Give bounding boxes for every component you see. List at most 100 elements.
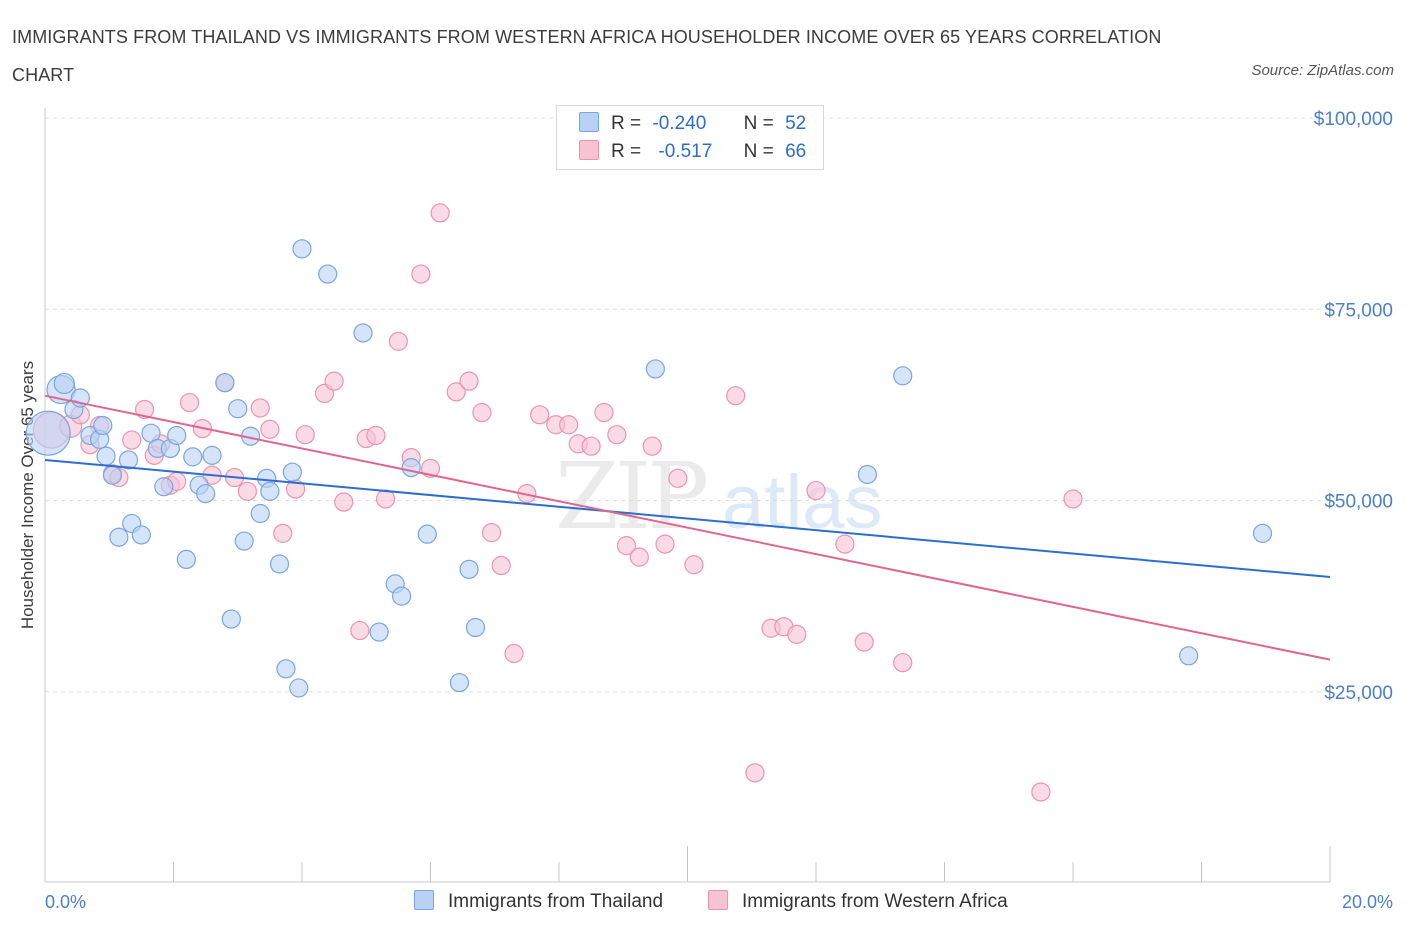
thailand-point-43[interactable] bbox=[417, 524, 437, 544]
western-africa-point-61[interactable] bbox=[806, 480, 826, 501]
western-africa-point-13[interactable] bbox=[179, 392, 200, 413]
legend-item-western-africa[interactable]: Immigrants from Western Africa bbox=[708, 890, 1008, 913]
thailand-point-36[interactable] bbox=[292, 239, 312, 259]
legend-n-label: N = bbox=[743, 141, 774, 162]
western-africa-point-21[interactable] bbox=[273, 523, 293, 543]
thailand-point-49[interactable] bbox=[893, 366, 913, 386]
thailand-point-13[interactable] bbox=[131, 525, 151, 545]
thailand-trend-line bbox=[44, 458, 1331, 578]
western-africa-point-20[interactable] bbox=[260, 419, 280, 439]
western-africa-point-64[interactable] bbox=[893, 653, 913, 673]
thailand-point-29[interactable] bbox=[250, 503, 270, 524]
thailand-point-42[interactable] bbox=[401, 458, 421, 478]
thailand-point-2[interactable] bbox=[53, 372, 75, 395]
western-africa-point-66[interactable] bbox=[1063, 489, 1083, 509]
western-africa-point-18[interactable] bbox=[237, 481, 257, 501]
thailand-point-34[interactable] bbox=[282, 462, 302, 482]
legend-r-label: R = bbox=[611, 113, 642, 134]
western-africa-point-56[interactable] bbox=[726, 386, 746, 406]
legend-item-thailand[interactable]: Immigrants from Thailand bbox=[414, 890, 663, 913]
thailand-point-16[interactable] bbox=[154, 477, 174, 497]
thailand-point-27[interactable] bbox=[234, 531, 254, 551]
legend-r-value-thailand: -0.240 bbox=[652, 113, 707, 134]
western-africa-point-8[interactable] bbox=[134, 399, 155, 420]
western-africa-point-27[interactable] bbox=[350, 620, 370, 641]
western-africa-point-49[interactable] bbox=[607, 425, 627, 445]
thailand-point-33[interactable] bbox=[276, 659, 296, 679]
thailand-point-26[interactable] bbox=[228, 399, 248, 419]
thailand-point-35[interactable] bbox=[289, 678, 309, 698]
western-africa-point-57[interactable] bbox=[745, 763, 765, 783]
legend-label-western-africa: Immigrants from Western Africa bbox=[742, 891, 1008, 912]
western-africa-point-23[interactable] bbox=[295, 425, 315, 445]
western-africa-point-62[interactable] bbox=[835, 534, 855, 554]
western-africa-point-63[interactable] bbox=[854, 632, 874, 652]
thailand-point-37[interactable] bbox=[318, 264, 338, 284]
western-africa-point-65[interactable] bbox=[1031, 782, 1051, 802]
thailand-point-50[interactable] bbox=[1179, 646, 1199, 666]
western-africa-point-38[interactable] bbox=[472, 402, 492, 423]
western-africa-point-55[interactable] bbox=[684, 555, 704, 575]
western-africa-point-54[interactable] bbox=[668, 468, 688, 488]
western-africa-point-36[interactable] bbox=[446, 382, 466, 402]
legend-row-thailand: R = -0.240 N = 52 bbox=[579, 112, 806, 140]
western-africa-point-37[interactable] bbox=[459, 371, 479, 391]
thailand-point-38[interactable] bbox=[353, 323, 373, 343]
western-africa-point-19[interactable] bbox=[250, 398, 270, 418]
thailand-point-39[interactable] bbox=[369, 622, 389, 642]
western-africa-point-51[interactable] bbox=[629, 547, 649, 567]
western-africa-point-26[interactable] bbox=[334, 492, 354, 512]
western-africa-point-41[interactable] bbox=[504, 643, 524, 664]
y-tick-labels: $100,000 $75,000 $50,000 $25,000 bbox=[1314, 109, 1393, 704]
western-africa-point-29[interactable] bbox=[366, 425, 386, 446]
source-label: Source: ZipAtlas.com bbox=[1251, 62, 1394, 79]
thailand-point-8[interactable] bbox=[96, 446, 116, 466]
thailand-point-0[interactable] bbox=[25, 410, 71, 456]
thailand-point-7[interactable] bbox=[93, 415, 113, 436]
thailand-point-25[interactable] bbox=[221, 609, 241, 629]
western-africa-point-40[interactable] bbox=[491, 555, 511, 576]
western-africa-point-48[interactable] bbox=[594, 402, 614, 423]
western-africa-point-43[interactable] bbox=[530, 405, 550, 425]
thailand-point-41[interactable] bbox=[391, 586, 412, 606]
western-africa-point-60[interactable] bbox=[787, 624, 807, 644]
thailand-point-46[interactable] bbox=[465, 617, 486, 638]
thailand-point-19[interactable] bbox=[176, 549, 196, 570]
western-africa-point-47[interactable] bbox=[581, 436, 601, 456]
thailand-point-45[interactable] bbox=[459, 559, 479, 579]
thailand-point-20[interactable] bbox=[183, 447, 203, 467]
thailand-point-11[interactable] bbox=[118, 450, 139, 470]
watermark-atlas: atlas bbox=[722, 460, 883, 545]
y-tick-label-2: $50,000 bbox=[1324, 492, 1393, 513]
western-africa-point-45[interactable] bbox=[559, 415, 579, 435]
thailand-point-22[interactable] bbox=[196, 484, 216, 504]
thailand-point-44[interactable] bbox=[449, 672, 470, 693]
western-africa-point-33[interactable] bbox=[411, 264, 431, 284]
thailand-point-47[interactable] bbox=[645, 359, 665, 379]
thailand-point-10[interactable] bbox=[109, 527, 129, 547]
western-africa-point-53[interactable] bbox=[655, 534, 675, 554]
legend-swatch-western-africa bbox=[579, 140, 599, 160]
legend-n-value-western-africa: 66 bbox=[785, 141, 807, 162]
western-africa-point-35[interactable] bbox=[430, 203, 450, 223]
western-africa-point-25[interactable] bbox=[324, 371, 344, 391]
y-tick-label-1: $75,000 bbox=[1324, 300, 1393, 321]
thailand-point-23[interactable] bbox=[202, 445, 222, 465]
western-africa-point-52[interactable] bbox=[642, 436, 662, 456]
legend-swatch-western-africa bbox=[708, 890, 728, 910]
thailand-point-51[interactable] bbox=[1252, 523, 1273, 543]
thailand-point-31[interactable] bbox=[260, 481, 280, 501]
thailand-point-48[interactable] bbox=[857, 464, 878, 485]
thailand-point-9[interactable] bbox=[102, 465, 123, 485]
y-tick-label-0: $100,000 bbox=[1314, 109, 1393, 130]
thailand-point-18[interactable] bbox=[167, 425, 187, 446]
western-africa-point-34[interactable] bbox=[420, 458, 441, 478]
thailand-point-24[interactable] bbox=[215, 373, 235, 393]
thailand-point-32[interactable] bbox=[269, 554, 290, 574]
western-africa-point-39[interactable] bbox=[481, 523, 502, 543]
western-africa-point-30[interactable] bbox=[375, 489, 396, 509]
western-africa-point-7[interactable] bbox=[122, 430, 142, 450]
correlation-legend: R = -0.240 N = 52 R = -0.517 N = 66 bbox=[556, 105, 824, 170]
western-africa-point-31[interactable] bbox=[388, 331, 408, 351]
western-africa-point-50[interactable] bbox=[616, 536, 637, 556]
